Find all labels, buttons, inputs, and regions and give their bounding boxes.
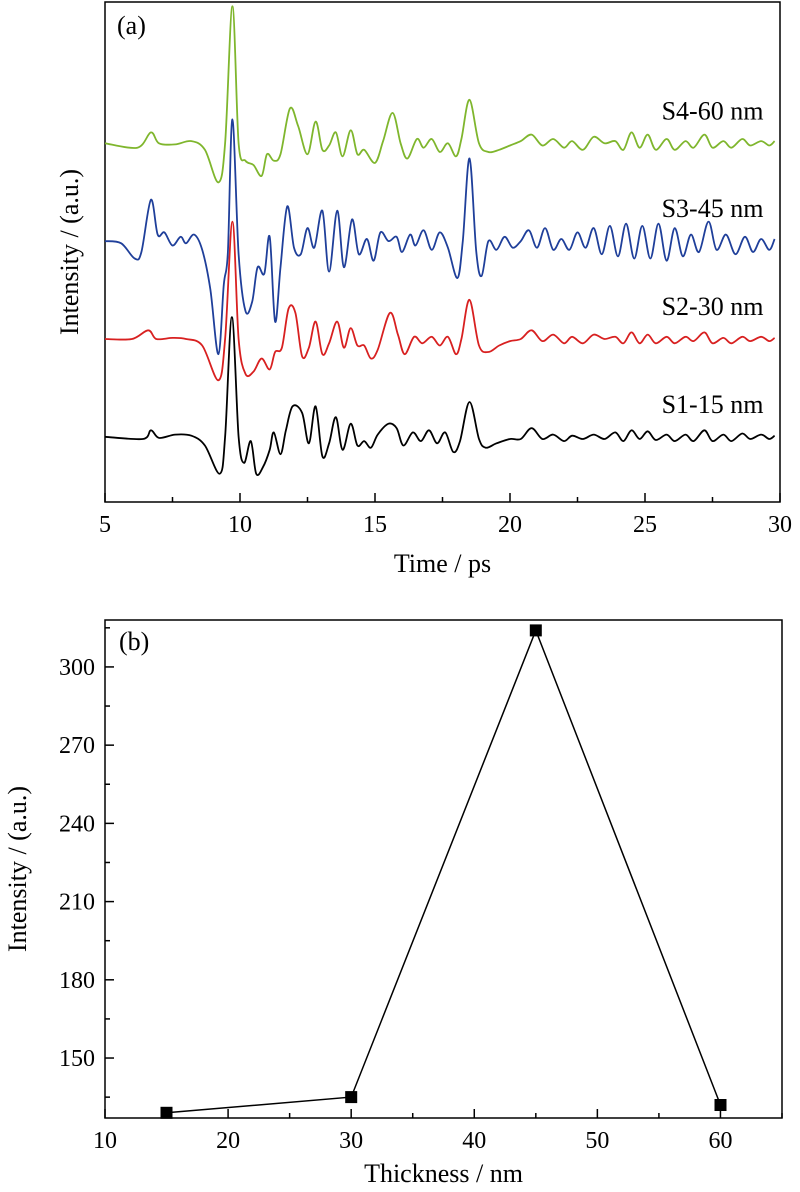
x-tick-label-a: 20	[498, 512, 522, 538]
series-line-1	[104, 316, 776, 477]
x-tick-label-b: 40	[462, 1128, 486, 1154]
series-label-4: S4-60 nm	[662, 96, 764, 125]
y-tick-label-b: 300	[59, 655, 95, 681]
y-tick-label-b: 150	[59, 1046, 95, 1072]
data-point-4	[714, 1099, 727, 1111]
x-tick-label-b: 30	[339, 1128, 363, 1154]
x-tick-label-b: 20	[216, 1128, 240, 1154]
series-line-2	[104, 220, 776, 382]
plot-frame-b	[104, 619, 783, 1119]
panel-label-b: (b)	[119, 627, 149, 656]
series-label-3: S3-45 nm	[662, 194, 764, 223]
x-tick-label-a: 30	[768, 512, 792, 538]
x-tick-label-a: 25	[633, 512, 657, 538]
x-tick-label-a: 10	[228, 512, 252, 538]
x-axis-title-a: Time / ps	[394, 549, 491, 578]
y-tick-label-b: 210	[59, 890, 95, 916]
x-axis-title-b: Thickness / nm	[364, 1159, 523, 1188]
x-tick-label-b: 10	[93, 1128, 117, 1154]
chart-b: 10 20 30 40 50 60 150 180 210 240 270 300 (b) Thickne…	[3, 619, 783, 1188]
series-label-1: S1-15 nm	[662, 390, 764, 419]
x-tick-label-a: 15	[363, 512, 387, 538]
data-point-3	[529, 624, 542, 637]
series-line-b	[166, 628, 722, 1114]
data-point-2	[345, 1091, 358, 1104]
y-tick-label-b: 240	[59, 811, 95, 837]
x-tick-label-a: 5	[99, 512, 111, 538]
x-tick-label-b: 50	[585, 1128, 609, 1154]
y-tick-label-b: 180	[59, 968, 95, 994]
plot-frame-a	[104, 1, 781, 503]
y-axis-title-a: Intensity / (a.u.)	[55, 169, 84, 335]
panel-label-a: (a)	[117, 11, 146, 40]
series-line-3	[104, 118, 776, 356]
x-tick-label-b: 60	[708, 1128, 732, 1154]
series-label-2: S2-30 nm	[662, 292, 764, 321]
y-tick-label-b: 270	[59, 733, 95, 759]
chart-a: 5 10 15 20 25 30 S1-15 nm S2-30 nm S3-45 nm S4-60…	[55, 1, 792, 578]
series-line-4	[104, 5, 776, 184]
data-point-1	[160, 1106, 173, 1119]
y-axis-title-b: Intensity / (a.u.)	[3, 786, 32, 952]
